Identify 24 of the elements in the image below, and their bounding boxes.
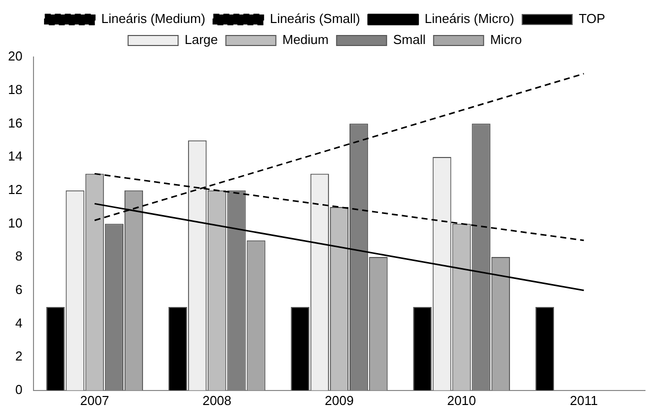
legend-label: TOP [578,11,606,26]
x-tick-label: 2011 [570,392,598,408]
y-tick-label: 14 [8,148,22,164]
y-tick-label: 6 [15,282,22,297]
y-tick-label: 20 [8,48,22,64]
y-tick-label: 16 [8,115,22,130]
x-tick-label: 2009 [324,392,354,408]
y-tick-label: 0 [15,382,22,397]
legend-label: Lineáris (Small) [270,11,360,26]
y-tick-label: 4 [15,315,22,330]
legend-label: Lineáris (Medium) [101,11,206,26]
x-tick-label: 2008 [202,392,232,408]
legend-label: Micro [490,32,522,48]
y-tick-label: 12 [8,182,22,197]
y-tick-label: 10 [8,215,22,230]
legend-label: Small [393,32,426,48]
x-tick-label: 2007 [80,392,110,408]
legend-label: Medium [282,32,329,48]
y-tick-label: 18 [8,82,22,97]
y-tick-label: 8 [15,248,22,264]
legend-label: Large [184,32,218,48]
y-tick-label: 2 [15,348,22,364]
x-tick-label: 2010 [447,392,476,408]
legend-label: Lineáris (Micro) [424,11,514,26]
